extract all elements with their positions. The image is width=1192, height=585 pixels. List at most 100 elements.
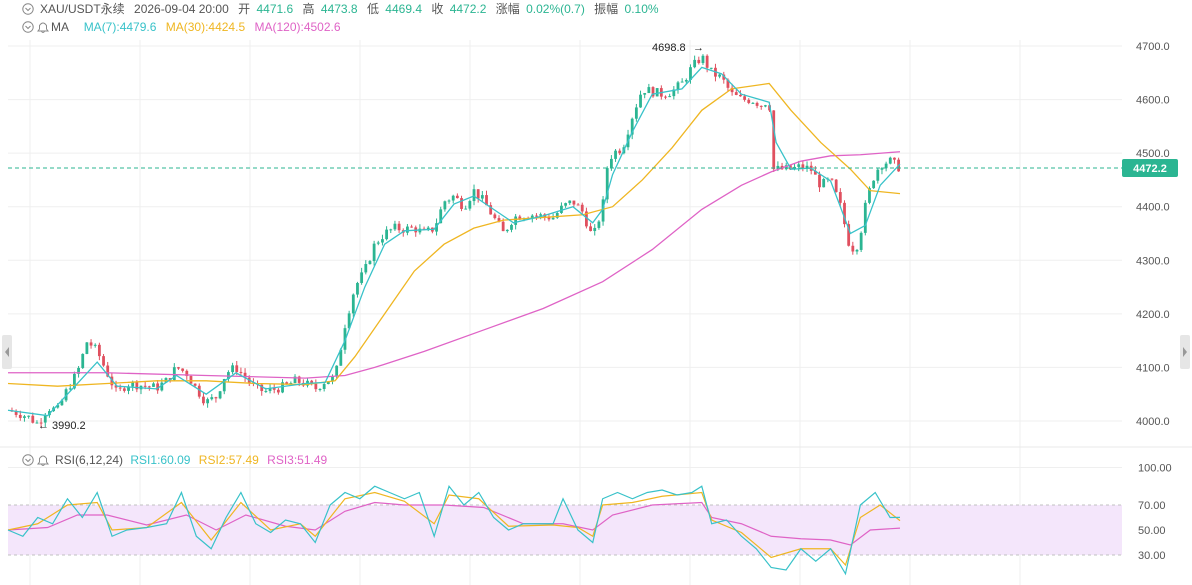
- rsi3-legend: RSI3:51.49: [267, 453, 327, 467]
- candle-body: [672, 89, 676, 97]
- candle-body: [784, 165, 788, 170]
- candle-body: [102, 356, 105, 366]
- ma-name: MA: [51, 20, 69, 34]
- candle-body: [172, 367, 176, 381]
- candle-body: [81, 353, 85, 368]
- candle-body: [368, 261, 372, 265]
- candle-body: [489, 205, 493, 215]
- candle-body: [759, 105, 763, 107]
- price-tick: 4500.0: [1136, 148, 1170, 160]
- candle-body: [177, 367, 180, 369]
- candle-body: [326, 381, 330, 385]
- ma7-legend: MA(7):4479.6: [84, 20, 157, 34]
- candle-body: [643, 93, 647, 95]
- candle-body: [114, 385, 118, 388]
- chevron-left-icon: [5, 347, 9, 357]
- candle-body: [339, 349, 343, 366]
- bell-icon[interactable]: [37, 455, 49, 466]
- candle-body: [805, 165, 809, 169]
- candle-body: [580, 204, 584, 212]
- collapse-icon[interactable]: [22, 3, 34, 15]
- candle-body: [143, 385, 147, 387]
- high-marker: 4698.8: [652, 42, 686, 54]
- candle-body: [888, 157, 892, 164]
- candle-body: [555, 212, 559, 218]
- candle-body: [601, 199, 605, 222]
- chevron-down-icon: [25, 7, 31, 12]
- candle-body: [855, 249, 859, 252]
- candle-body: [655, 88, 659, 97]
- candle-body: [31, 415, 35, 423]
- close-label: 收: [431, 2, 443, 16]
- price-tick: 4400.0: [1136, 202, 1170, 214]
- candle-body: [455, 195, 459, 199]
- candle-body: [335, 365, 339, 377]
- candle-body: [156, 383, 160, 391]
- change-label: 涨幅: [496, 1, 520, 16]
- candle-body: [406, 226, 409, 233]
- candle-body: [614, 150, 617, 159]
- candle-body: [93, 344, 97, 346]
- ma7-line: [7, 66, 901, 417]
- candle-body: [576, 204, 580, 206]
- bell-icon[interactable]: [37, 22, 49, 33]
- candle-body: [127, 386, 130, 391]
- candle-body: [705, 55, 709, 68]
- candle-body: [568, 200, 572, 204]
- candle-body: [726, 79, 730, 88]
- amplitude-value: 0.10%: [625, 2, 659, 16]
- candle-body: [451, 195, 455, 201]
- candle-body: [43, 415, 47, 423]
- candle-body: [518, 216, 522, 220]
- candle-body: [485, 195, 488, 206]
- candle-body: [193, 383, 197, 386]
- candle-body: [664, 96, 667, 98]
- candle-body: [189, 376, 193, 384]
- candle-body: [118, 387, 122, 389]
- candle-body: [210, 397, 214, 400]
- collapse-icon[interactable]: [22, 21, 34, 33]
- candle-body: [73, 373, 76, 389]
- candle-body: [834, 179, 838, 193]
- candle-body: [447, 200, 451, 202]
- chevron-right-icon: [1183, 347, 1187, 357]
- candle-body: [689, 67, 692, 80]
- candle-body: [776, 165, 780, 170]
- candle-body: [85, 342, 89, 354]
- candle-body: [884, 163, 888, 169]
- candle-body: [264, 390, 268, 392]
- low-marker: 3990.2: [52, 420, 86, 432]
- candle-body: [739, 94, 742, 97]
- ma30-legend: MA(30):4424.5: [166, 20, 246, 34]
- candle-body: [331, 376, 334, 382]
- candle-body: [39, 422, 43, 424]
- candle-body: [676, 82, 680, 90]
- candle-body: [651, 87, 655, 97]
- collapse-icon[interactable]: [22, 454, 34, 466]
- candle-body: [813, 170, 817, 175]
- candle-body: [281, 382, 284, 393]
- candle-body: [23, 416, 26, 418]
- candle-body: [206, 399, 210, 404]
- price-tick: 4600.0: [1136, 95, 1170, 107]
- candle-body: [147, 386, 151, 388]
- candle-body: [381, 239, 384, 243]
- ma-legend: MA MA(7):4479.6 MA(30):4424.5 MA(120):45…: [51, 20, 341, 34]
- candle-body: [202, 396, 205, 404]
- candle-body: [239, 371, 243, 373]
- candle-body: [747, 99, 751, 103]
- candle-body: [60, 400, 64, 406]
- candle-body: [734, 92, 738, 95]
- low-marker-arrow: ←: [38, 420, 49, 432]
- candle-body: [634, 107, 638, 119]
- rsi-tick: 50.00: [1138, 525, 1166, 537]
- candles: [10, 54, 901, 428]
- candle-body: [97, 344, 101, 357]
- candle-body: [181, 368, 185, 371]
- candle-body: [818, 174, 821, 188]
- rsi2-legend: RSI2:57.49: [199, 453, 259, 467]
- candle-body: [730, 87, 734, 93]
- rsi1-line: [7, 484, 901, 576]
- candle-body: [152, 383, 155, 387]
